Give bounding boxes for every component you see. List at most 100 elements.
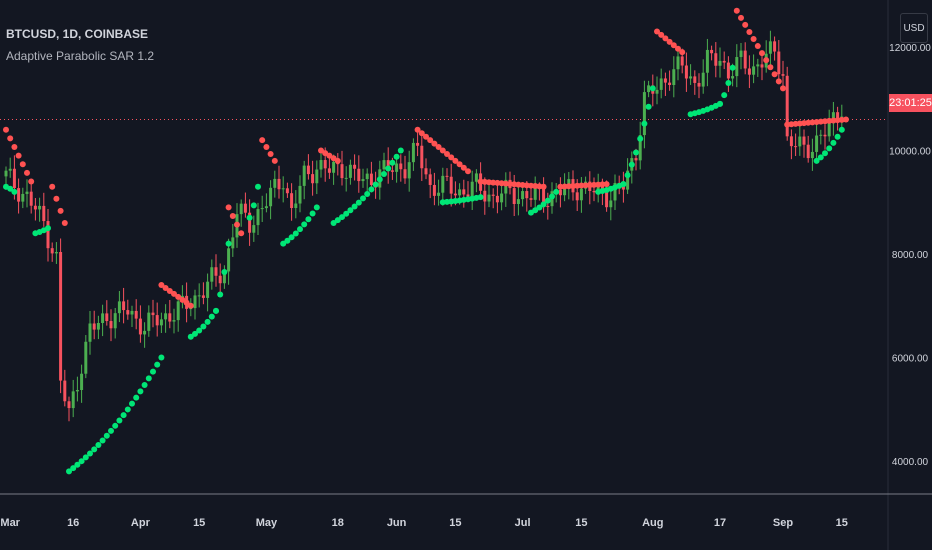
symbol-label[interactable]: BTCUSD, 1D, COINBASE (6, 27, 149, 41)
candle-body (659, 78, 663, 90)
candle-body (222, 271, 226, 284)
sar-dot (738, 14, 744, 21)
candle-body (239, 203, 243, 215)
candle-body (67, 401, 71, 409)
candle-body (96, 322, 100, 330)
candle-body (151, 312, 155, 316)
candle-body (697, 82, 701, 87)
candle-body (445, 175, 449, 177)
candle-body (407, 162, 411, 179)
sar-dot (225, 240, 232, 247)
sar-dot (742, 21, 749, 28)
sar-dot (91, 446, 98, 453)
sar-dot (452, 157, 459, 164)
sar-dot (57, 207, 64, 214)
candle-body (516, 199, 520, 204)
x-tick-label: 15 (836, 517, 848, 529)
candle-body (302, 165, 306, 186)
sar-dot (544, 197, 551, 204)
candle-body (8, 168, 12, 171)
sar-dot (372, 181, 379, 188)
sar-dot (767, 64, 774, 71)
sar-dot (267, 150, 274, 157)
candle-body (122, 301, 126, 311)
candle-body (75, 389, 79, 392)
candle-body (458, 189, 462, 196)
candle-body (256, 209, 260, 226)
sar-dot (448, 154, 455, 161)
sar-dot (628, 161, 635, 168)
sar-dot (633, 149, 639, 156)
candle-body (214, 267, 218, 276)
sar-dot (11, 144, 18, 151)
sar-dot (158, 282, 165, 289)
candle-body (731, 76, 735, 79)
candle-body (794, 146, 798, 148)
candle-body (735, 57, 739, 77)
candle-body (88, 323, 92, 342)
candle-body (416, 142, 420, 146)
candle-body (689, 76, 693, 79)
candle-body (210, 267, 214, 282)
candle-body (693, 76, 697, 83)
y-tick-label: 6000.00 (892, 354, 929, 365)
candle-body (323, 160, 327, 169)
candle-body (827, 123, 831, 137)
currency-button[interactable]: USD (900, 13, 928, 43)
candle-body (298, 185, 302, 204)
candle-body (218, 275, 222, 284)
sar-dot (166, 287, 173, 294)
y-tick-label: 4000.00 (892, 457, 929, 468)
candle-body (382, 160, 386, 170)
candle-body (201, 295, 205, 298)
sar-dot (414, 126, 421, 133)
candle-body (369, 173, 373, 185)
candle-body (332, 161, 336, 173)
candle-body (470, 181, 474, 198)
sar-dot (759, 50, 765, 57)
candle-body (428, 174, 432, 185)
candle-body (605, 192, 609, 208)
candle-body (365, 173, 369, 180)
candle-body (29, 191, 33, 206)
candle-body (147, 312, 151, 331)
sar-dot (229, 213, 236, 220)
sar-dot (313, 204, 320, 211)
candle-body (12, 168, 16, 189)
candle-body (348, 164, 352, 178)
candle-body (130, 310, 134, 315)
x-tick-label: Sep (773, 517, 793, 529)
candle-body (80, 373, 84, 390)
candle-body (718, 60, 722, 66)
candle-body (739, 50, 743, 58)
candle-body (663, 78, 667, 83)
sar-dot (460, 164, 467, 171)
sar-dot (208, 313, 215, 320)
candle-body (59, 252, 63, 381)
sar-dot (162, 285, 169, 292)
sar-dot (200, 323, 207, 330)
countdown-badge: 23:01:25 (889, 94, 932, 112)
sar-dot (717, 100, 723, 107)
x-tick-label: 18 (332, 517, 344, 529)
sar-dot (838, 126, 845, 133)
candle-body (785, 75, 789, 137)
sar-dot (843, 116, 849, 123)
indicator-label[interactable]: Adaptive Parabolic SAR 1.2 (6, 49, 155, 63)
candle-body (626, 170, 630, 190)
sar-dot (368, 186, 375, 193)
candle-body (752, 66, 756, 75)
candle-body (4, 170, 8, 177)
candle-body (777, 51, 781, 75)
candle-body (441, 175, 445, 193)
sar-dot (603, 181, 610, 188)
sar-dot (649, 85, 656, 92)
candle-body (756, 64, 760, 67)
candle-body (21, 193, 25, 202)
candle-body (672, 69, 676, 86)
candle-body (269, 187, 273, 207)
candle-body (357, 168, 361, 182)
candle-body (327, 168, 331, 173)
candle-body (743, 50, 747, 69)
